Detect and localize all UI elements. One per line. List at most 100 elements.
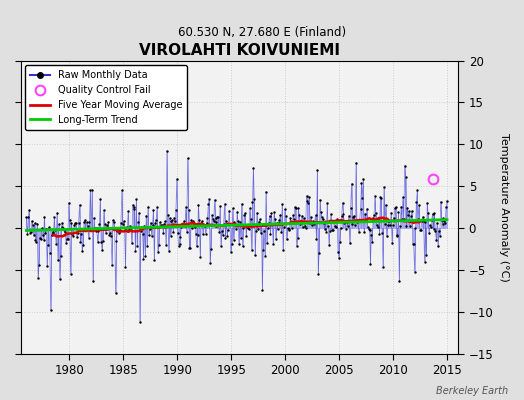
- Point: [442, 204, 450, 210]
- Point: [276, 212, 285, 218]
- Point: [45, 224, 53, 230]
- Point: [176, 234, 184, 241]
- Point: [187, 216, 195, 223]
- Point: [389, 222, 397, 228]
- Point: [153, 204, 161, 211]
- Point: [232, 226, 241, 233]
- Point: [131, 247, 139, 254]
- Point: [287, 218, 296, 225]
- Point: [380, 184, 388, 190]
- Point: [339, 211, 347, 218]
- Point: [101, 221, 109, 227]
- Point: [367, 232, 376, 238]
- Point: [227, 249, 235, 256]
- Point: [412, 199, 421, 206]
- Point: [303, 198, 312, 204]
- Point: [54, 257, 62, 264]
- Point: [145, 231, 153, 238]
- Point: [40, 213, 49, 220]
- Point: [189, 218, 197, 225]
- Point: [270, 209, 278, 216]
- Point: [92, 225, 101, 231]
- Point: [296, 220, 304, 227]
- Point: [310, 221, 318, 227]
- Point: [74, 219, 83, 226]
- Point: [331, 223, 340, 229]
- Point: [82, 226, 90, 232]
- Point: [256, 216, 264, 222]
- Point: [156, 219, 164, 226]
- Point: [269, 241, 277, 247]
- Point: [413, 187, 421, 194]
- Point: [275, 220, 283, 226]
- Point: [203, 215, 212, 222]
- Point: [185, 245, 194, 251]
- Point: [373, 222, 381, 228]
- Point: [127, 225, 135, 231]
- Point: [165, 248, 173, 254]
- Point: [118, 187, 126, 193]
- Point: [365, 226, 373, 232]
- Point: [103, 225, 112, 231]
- Point: [77, 230, 85, 237]
- Point: [68, 231, 77, 238]
- Text: Berkeley Earth: Berkeley Earth: [436, 386, 508, 396]
- Point: [90, 214, 98, 221]
- Point: [154, 249, 162, 255]
- Point: [345, 240, 354, 246]
- Point: [220, 221, 228, 228]
- Point: [171, 218, 179, 224]
- Point: [240, 212, 248, 218]
- Point: [384, 222, 392, 228]
- Point: [183, 155, 192, 161]
- Point: [147, 232, 156, 239]
- Point: [262, 188, 270, 195]
- Point: [139, 256, 148, 262]
- Point: [56, 276, 64, 282]
- Point: [102, 222, 111, 228]
- Point: [163, 212, 172, 218]
- Point: [350, 212, 358, 219]
- Point: [38, 225, 46, 231]
- Point: [263, 240, 271, 247]
- Point: [404, 212, 412, 218]
- Point: [316, 196, 324, 203]
- Point: [257, 222, 266, 228]
- Point: [46, 250, 54, 256]
- Point: [28, 222, 37, 228]
- Point: [290, 216, 298, 223]
- Point: [328, 227, 336, 233]
- Point: [227, 241, 236, 248]
- Point: [266, 231, 275, 237]
- Point: [61, 228, 69, 235]
- Point: [112, 290, 120, 296]
- Point: [399, 194, 407, 200]
- Point: [26, 229, 34, 236]
- Point: [231, 222, 239, 228]
- Point: [291, 204, 300, 211]
- Point: [211, 219, 220, 226]
- Point: [191, 224, 199, 230]
- Point: [381, 202, 390, 208]
- Point: [89, 278, 97, 285]
- Point: [184, 206, 193, 213]
- Point: [207, 246, 215, 252]
- Point: [260, 228, 268, 234]
- Point: [188, 225, 196, 232]
- Point: [422, 252, 431, 258]
- Point: [169, 229, 178, 236]
- Point: [429, 210, 437, 217]
- Point: [265, 220, 273, 226]
- Point: [209, 216, 217, 222]
- Point: [427, 224, 435, 230]
- Point: [226, 221, 234, 227]
- Point: [249, 164, 258, 171]
- Point: [99, 238, 107, 244]
- Point: [246, 216, 255, 222]
- Point: [96, 196, 104, 202]
- Point: [133, 243, 141, 250]
- Point: [339, 199, 347, 206]
- Point: [111, 225, 119, 231]
- Point: [59, 225, 68, 232]
- Point: [29, 232, 38, 238]
